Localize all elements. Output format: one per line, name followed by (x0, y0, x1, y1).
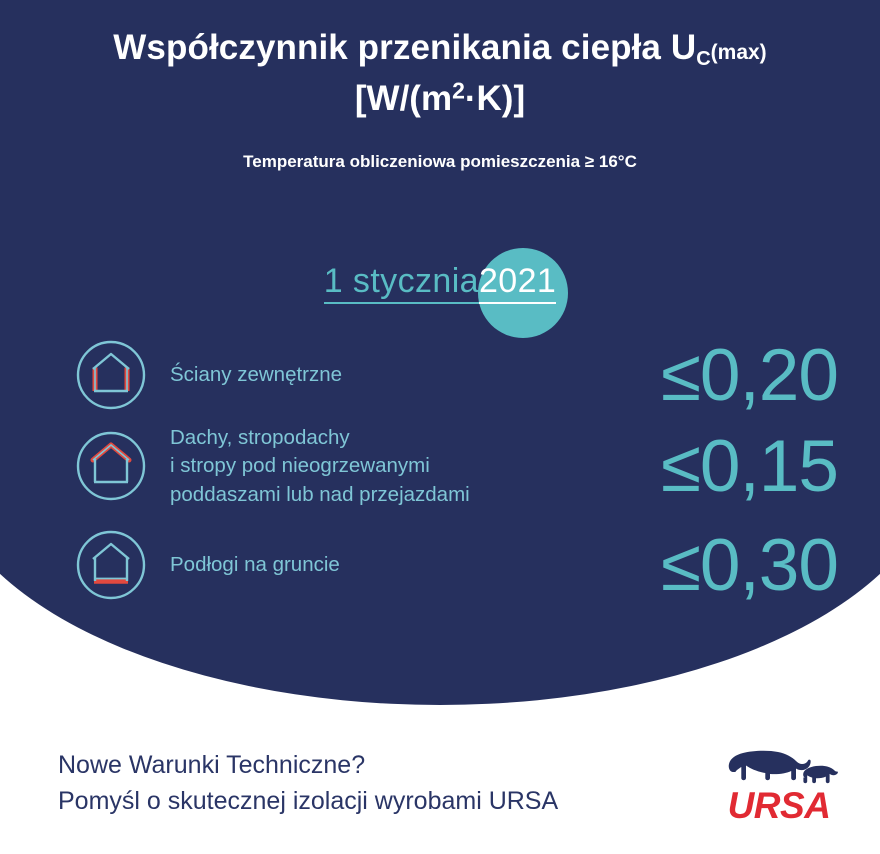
label-line: i stropy pod nieogrzewanymi (170, 454, 430, 478)
ursa-logo[interactable]: URSA (720, 742, 838, 824)
effective-date: 1 stycznia2021 (0, 262, 880, 304)
footer-bar: Nowe Warunki Techniczne? Pomyśl o skutec… (0, 712, 880, 854)
requirement-value: ≤0,30 (660, 524, 839, 606)
requirement-row: Podłogi na gruncie ≤0,30 (0, 528, 880, 602)
footer-line: Pomyśl o skutecznej izolacji wyrobami UR… (58, 787, 559, 815)
footer-line: Nowe Warunki Techniczne? (58, 750, 366, 779)
ursa-wordmark: URSA (727, 785, 831, 826)
house-roof-glyph (76, 432, 146, 501)
page-subtitle: Temperatura obliczeniowa pomieszczenia ≥… (243, 152, 637, 171)
requirement-value: ≤0,15 (660, 425, 839, 507)
requirement-label: Podłogi na gruncie (170, 551, 538, 579)
navy-background-panel (0, 0, 880, 705)
polar-bear-icon (728, 750, 838, 784)
date-year-label: 2021 (478, 262, 557, 304)
label-line: Ściany zewnętrzne (170, 362, 343, 386)
house-floor-icon (74, 528, 148, 602)
unit-superscript: 2 (452, 77, 465, 104)
house-floor-glyph (76, 530, 146, 600)
date-circle-highlight (478, 248, 568, 338)
house-roof-icon (74, 429, 148, 503)
unit-prefix: [W/(m (354, 79, 453, 118)
title-subscript-c: C (696, 48, 711, 70)
label-line: Podłogi na gruncie (170, 552, 340, 576)
page-title: Współczynnik przenikania ciepła UC(max) … (0, 26, 880, 122)
footer-message: Nowe Warunki Techniczne? Pomyśl o skutec… (58, 747, 558, 820)
house-walls-icon (74, 338, 148, 412)
requirement-row: Dachy, stropodachy i stropy pod nieogrze… (0, 424, 880, 509)
unit-suffix: ·K)] (464, 79, 526, 118)
label-line: poddaszami lub nad przejazdami (170, 482, 470, 506)
requirement-row: Ściany zewnętrzne ≤0,20 (0, 338, 880, 412)
requirement-label: Dachy, stropodachy i stropy pod nieogrze… (170, 424, 538, 509)
title-line-primary: Współczynnik przenikania ciepła UC(max) (0, 26, 880, 72)
label-line: Dachy, stropodachy (170, 426, 350, 449)
title-max-label: (max) (710, 41, 767, 64)
house-walls-glyph (76, 340, 146, 410)
requirement-label: Ściany zewnętrzne (170, 361, 538, 389)
date-day-label: 1 stycznia (323, 262, 479, 304)
title-line-unit: [W/(m2·K)] (0, 76, 880, 122)
title-main-text: Współczynnik przenikania ciepła U (113, 28, 697, 67)
requirement-value: ≤0,20 (660, 334, 839, 416)
panel-content: Współczynnik przenikania ciepła UC(max) … (0, 26, 880, 602)
